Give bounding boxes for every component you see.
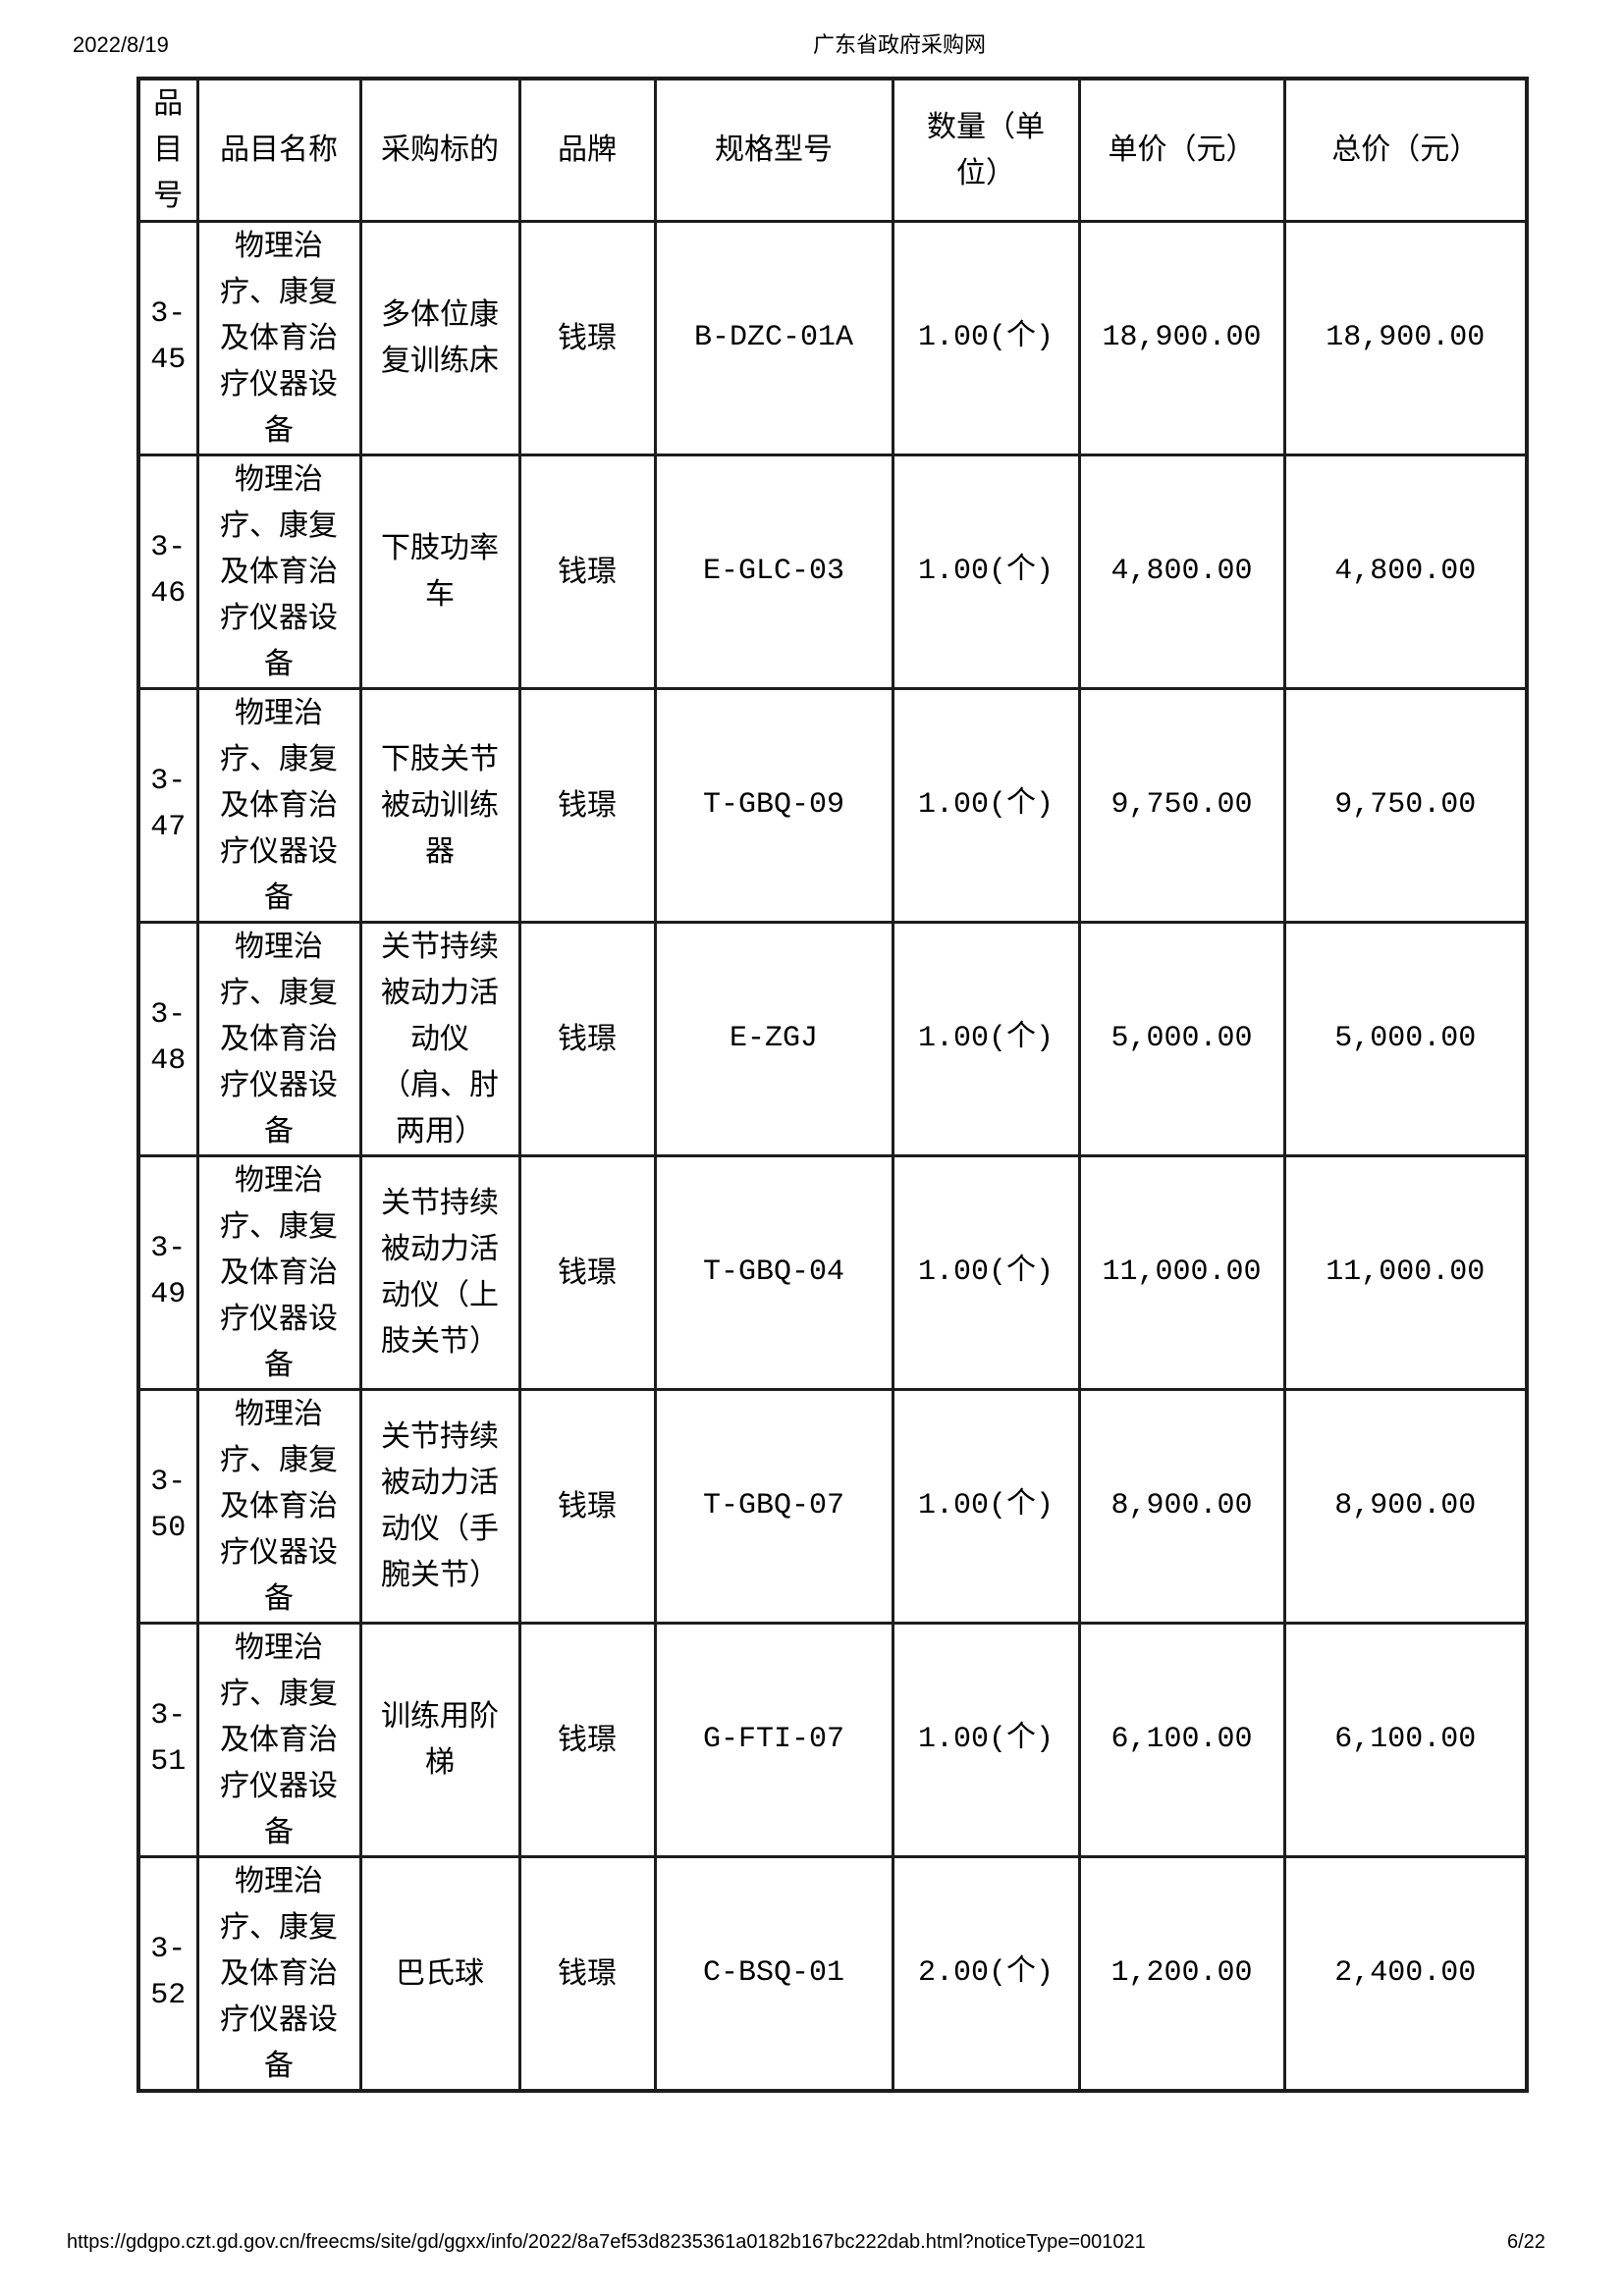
table-row: 3- 46 物理治 疗、康复 及体育治 疗仪器设 备 下肢功率 车 钱璟 E-G…: [136, 453, 1529, 690]
col-header-target: 采购标的: [358, 77, 521, 223]
cell-unit-price: 6,100.00: [1077, 1621, 1286, 1858]
table-row: 3- 48 物理治 疗、康复 及体育治 疗仪器设 备 关节持续 被动力活 动仪 …: [136, 920, 1529, 1157]
table-row: 3- 52 物理治 疗、康复 及体育治 疗仪器设 备 巴氏球 钱璟 C-BSQ-…: [136, 1854, 1529, 2092]
cell-item-no: 3- 50: [136, 1387, 199, 1625]
cell-item-name: 物理治 疗、康复 及体育治 疗仪器设 备: [195, 1387, 362, 1625]
cell-model: T-GBQ-07: [653, 1387, 894, 1625]
cell-unit-price: 11,000.00: [1077, 1153, 1286, 1391]
cell-model: G-FTI-07: [653, 1621, 894, 1858]
cell-brand: 钱璟: [517, 1621, 657, 1858]
cell-model: C-BSQ-01: [653, 1854, 894, 2092]
cell-target: 关节持续 被动力活 动仪 （肩、肘 两用）: [358, 920, 521, 1157]
cell-quantity: 1.00(个): [891, 453, 1081, 690]
table-row: 3- 47 物理治 疗、康复 及体育治 疗仪器设 备 下肢关节 被动训练 器 钱…: [136, 686, 1529, 924]
col-header-model: 规格型号: [653, 77, 894, 223]
cell-brand: 钱璟: [517, 920, 657, 1157]
source-url: https://gdgpo.czt.gd.gov.cn/freecms/site…: [67, 2231, 1146, 2253]
cell-item-no: 3- 47: [136, 686, 199, 924]
cell-brand: 钱璟: [517, 1153, 657, 1391]
cell-total-price: 18,900.00: [1282, 219, 1529, 456]
cell-brand: 钱璟: [517, 686, 657, 924]
cell-target: 关节持续 被动力活 动仪（上 肢关节）: [358, 1153, 521, 1391]
cell-item-no: 3- 48: [136, 920, 199, 1157]
cell-quantity: 1.00(个): [891, 219, 1081, 456]
cell-item-name: 物理治 疗、康复 及体育治 疗仪器设 备: [195, 686, 362, 924]
cell-quantity: 1.00(个): [891, 1621, 1081, 1858]
cell-total-price: 4,800.00: [1282, 453, 1529, 690]
cell-item-name: 物理治 疗、康复 及体育治 疗仪器设 备: [195, 1153, 362, 1391]
cell-target: 关节持续 被动力活 动仪（手 腕关节）: [358, 1387, 521, 1625]
cell-target: 多体位康 复训练床: [358, 219, 521, 456]
cell-model: T-GBQ-09: [653, 686, 894, 924]
table-row: 3- 45 物理治 疗、康复 及体育治 疗仪器设 备 多体位康 复训练床 钱璟 …: [136, 219, 1529, 456]
col-header-quantity: 数量（单 位）: [891, 77, 1081, 223]
cell-model: E-GLC-03: [653, 453, 894, 690]
cell-item-no: 3- 46: [136, 453, 199, 690]
cell-quantity: 2.00(个): [891, 1854, 1081, 2092]
procurement-items-table: 品 目 号 品目名称 采购标的 品牌 规格型号 数量（单 位） 单价（元） 总价…: [136, 77, 1529, 2093]
cell-total-price: 8,900.00: [1282, 1387, 1529, 1625]
cell-item-name: 物理治 疗、康复 及体育治 疗仪器设 备: [195, 1621, 362, 1858]
cell-item-name: 物理治 疗、康复 及体育治 疗仪器设 备: [195, 453, 362, 690]
cell-total-price: 6,100.00: [1282, 1621, 1529, 1858]
cell-total-price: 2,400.00: [1282, 1854, 1529, 2092]
cell-item-no: 3- 52: [136, 1854, 199, 2092]
table-row: 3- 49 物理治 疗、康复 及体育治 疗仪器设 备 关节持续 被动力活 动仪（…: [136, 1153, 1529, 1391]
cell-item-name: 物理治 疗、康复 及体育治 疗仪器设 备: [195, 920, 362, 1157]
cell-unit-price: 8,900.00: [1077, 1387, 1286, 1625]
print-date: 2022/8/19: [73, 32, 169, 57]
table-row: 3- 51 物理治 疗、康复 及体育治 疗仪器设 备 训练用阶 梯 钱璟 G-F…: [136, 1621, 1529, 1858]
table-header-row: 品 目 号 品目名称 采购标的 品牌 规格型号 数量（单 位） 单价（元） 总价…: [136, 77, 1529, 223]
cell-brand: 钱璟: [517, 1854, 657, 2092]
cell-unit-price: 4,800.00: [1077, 453, 1286, 690]
site-title: 广东省政府采购网: [813, 32, 987, 57]
cell-target: 下肢功率 车: [358, 453, 521, 690]
table-row: 3- 50 物理治 疗、康复 及体育治 疗仪器设 备 关节持续 被动力活 动仪（…: [136, 1387, 1529, 1625]
page-indicator: 6/22: [1507, 2231, 1545, 2253]
cell-total-price: 11,000.00: [1282, 1153, 1529, 1391]
col-header-item-name: 品目名称: [195, 77, 362, 223]
cell-target: 巴氏球: [358, 1854, 521, 2092]
col-header-item-no: 品 目 号: [136, 77, 199, 223]
cell-quantity: 1.00(个): [891, 1387, 1081, 1625]
cell-brand: 钱璟: [517, 1387, 657, 1625]
cell-brand: 钱璟: [517, 219, 657, 456]
cell-unit-price: 18,900.00: [1077, 219, 1286, 456]
cell-unit-price: 5,000.00: [1077, 920, 1286, 1157]
cell-model: T-GBQ-04: [653, 1153, 894, 1391]
cell-unit-price: 1,200.00: [1077, 1854, 1286, 2092]
cell-target: 训练用阶 梯: [358, 1621, 521, 1858]
cell-quantity: 1.00(个): [891, 686, 1081, 924]
cell-target: 下肢关节 被动训练 器: [358, 686, 521, 924]
cell-brand: 钱璟: [517, 453, 657, 690]
cell-total-price: 5,000.00: [1282, 920, 1529, 1157]
cell-item-no: 3- 49: [136, 1153, 199, 1391]
col-header-unit-price: 单价（元）: [1077, 77, 1286, 223]
cell-item-no: 3- 51: [136, 1621, 199, 1858]
cell-total-price: 9,750.00: [1282, 686, 1529, 924]
col-header-total-price: 总价（元）: [1282, 77, 1529, 223]
cell-item-name: 物理治 疗、康复 及体育治 疗仪器设 备: [195, 1854, 362, 2092]
cell-model: E-ZGJ: [653, 920, 894, 1157]
cell-quantity: 1.00(个): [891, 1153, 1081, 1391]
cell-item-no: 3- 45: [136, 219, 199, 456]
col-header-brand: 品牌: [517, 77, 657, 223]
cell-item-name: 物理治 疗、康复 及体育治 疗仪器设 备: [195, 219, 362, 456]
cell-unit-price: 9,750.00: [1077, 686, 1286, 924]
cell-quantity: 1.00(个): [891, 920, 1081, 1157]
cell-model: B-DZC-01A: [653, 219, 894, 456]
